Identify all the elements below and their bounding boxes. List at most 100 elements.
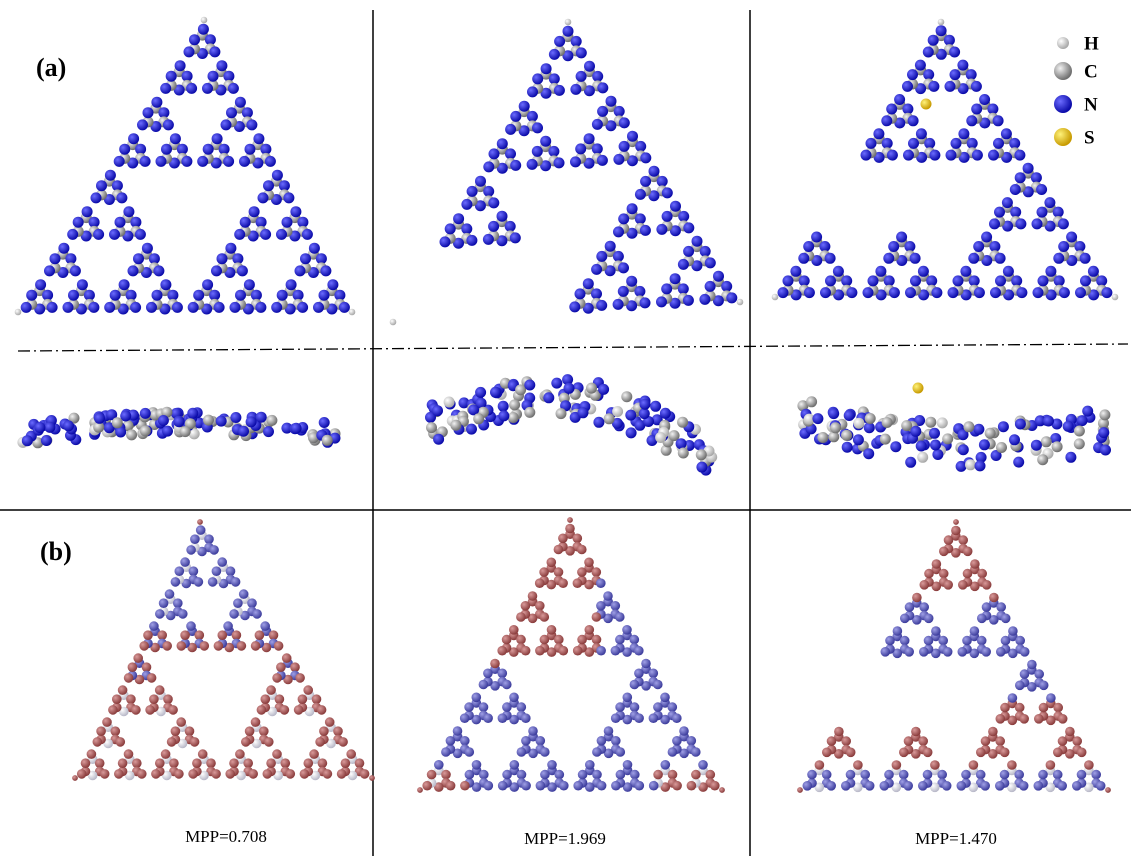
atom	[313, 302, 324, 313]
atom	[904, 647, 914, 657]
atom	[929, 428, 940, 439]
atom	[271, 302, 282, 313]
atom	[139, 641, 149, 651]
atom	[319, 726, 329, 736]
atom	[622, 625, 632, 635]
atom	[323, 769, 333, 779]
atom	[949, 47, 960, 58]
atom	[619, 141, 630, 152]
atom	[1075, 287, 1086, 298]
atom	[118, 758, 128, 768]
atom	[559, 646, 569, 656]
atom	[559, 781, 569, 791]
atom	[1082, 406, 1093, 417]
atom	[465, 747, 475, 757]
atom	[905, 602, 915, 612]
atom	[1077, 770, 1087, 780]
atom	[910, 426, 921, 437]
atom	[137, 119, 148, 130]
atom	[209, 46, 220, 57]
legend-label: N	[1084, 94, 1098, 115]
atom	[212, 566, 222, 576]
atom	[1096, 781, 1106, 791]
atom	[721, 281, 732, 292]
atom	[995, 253, 1006, 264]
legend-label: S	[1084, 127, 1095, 148]
atom	[105, 170, 116, 181]
atom	[349, 309, 356, 316]
atom	[662, 187, 673, 198]
atom	[660, 693, 670, 703]
atom	[885, 636, 895, 646]
atom	[272, 673, 282, 683]
atom	[258, 192, 269, 203]
atom	[951, 138, 962, 149]
atom	[820, 287, 831, 298]
atom	[917, 452, 928, 463]
atom	[294, 705, 304, 715]
atom	[510, 760, 520, 770]
legend-atom	[1054, 62, 1072, 80]
atom	[175, 60, 186, 71]
atom	[50, 253, 61, 264]
atom	[211, 265, 222, 276]
atom	[1053, 253, 1064, 264]
atom	[615, 702, 625, 712]
atom	[521, 601, 531, 611]
atom	[979, 439, 990, 450]
atom	[260, 229, 271, 240]
atom	[133, 653, 143, 663]
atom	[151, 769, 161, 779]
atom	[554, 157, 565, 168]
atom	[547, 625, 557, 635]
atom	[497, 646, 507, 656]
atom	[616, 770, 626, 780]
atom	[573, 646, 583, 656]
atom	[634, 669, 644, 679]
atom	[899, 748, 909, 758]
atom	[604, 413, 615, 424]
atom	[339, 302, 350, 313]
atom	[973, 424, 984, 435]
atom	[830, 422, 841, 433]
atom	[26, 290, 37, 301]
atom	[597, 106, 608, 117]
atom	[475, 176, 486, 187]
atom	[586, 383, 597, 394]
atom	[988, 150, 999, 161]
atom	[672, 713, 682, 723]
atom	[1039, 703, 1049, 713]
atom	[825, 275, 836, 286]
legend: H C N S	[1054, 33, 1099, 148]
atom	[679, 726, 689, 736]
atom	[1010, 207, 1021, 218]
atom	[47, 302, 58, 313]
atom	[903, 781, 913, 791]
atom	[969, 760, 979, 770]
atom	[102, 717, 112, 727]
atom	[1015, 703, 1025, 713]
atom	[943, 580, 953, 590]
atom	[1072, 736, 1082, 746]
atom	[696, 462, 707, 473]
atom	[235, 290, 246, 301]
atom	[1080, 253, 1091, 264]
atom	[661, 283, 672, 294]
atom	[540, 747, 550, 757]
atom	[853, 418, 864, 429]
atom	[626, 427, 637, 438]
atom	[942, 781, 952, 791]
atom	[290, 662, 300, 672]
atom	[687, 736, 697, 746]
atom	[184, 46, 195, 57]
atom	[585, 760, 595, 770]
atom	[208, 71, 219, 82]
atom	[190, 534, 200, 544]
atom	[34, 422, 45, 433]
atom	[710, 781, 720, 791]
atom	[945, 81, 956, 92]
atom	[211, 769, 221, 779]
atom	[168, 705, 178, 715]
atom	[640, 152, 651, 163]
atom	[541, 63, 552, 74]
